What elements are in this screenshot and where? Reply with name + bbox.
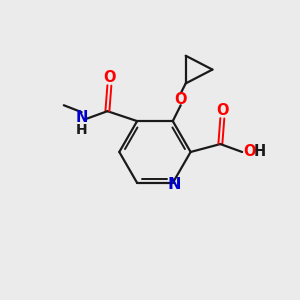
Text: N: N: [76, 110, 88, 124]
Text: O: O: [175, 92, 187, 107]
Text: O: O: [216, 103, 229, 118]
Text: O: O: [243, 145, 255, 160]
Text: O: O: [103, 70, 116, 85]
Text: N: N: [167, 177, 181, 192]
Text: H: H: [76, 123, 88, 137]
Text: H: H: [254, 145, 266, 160]
